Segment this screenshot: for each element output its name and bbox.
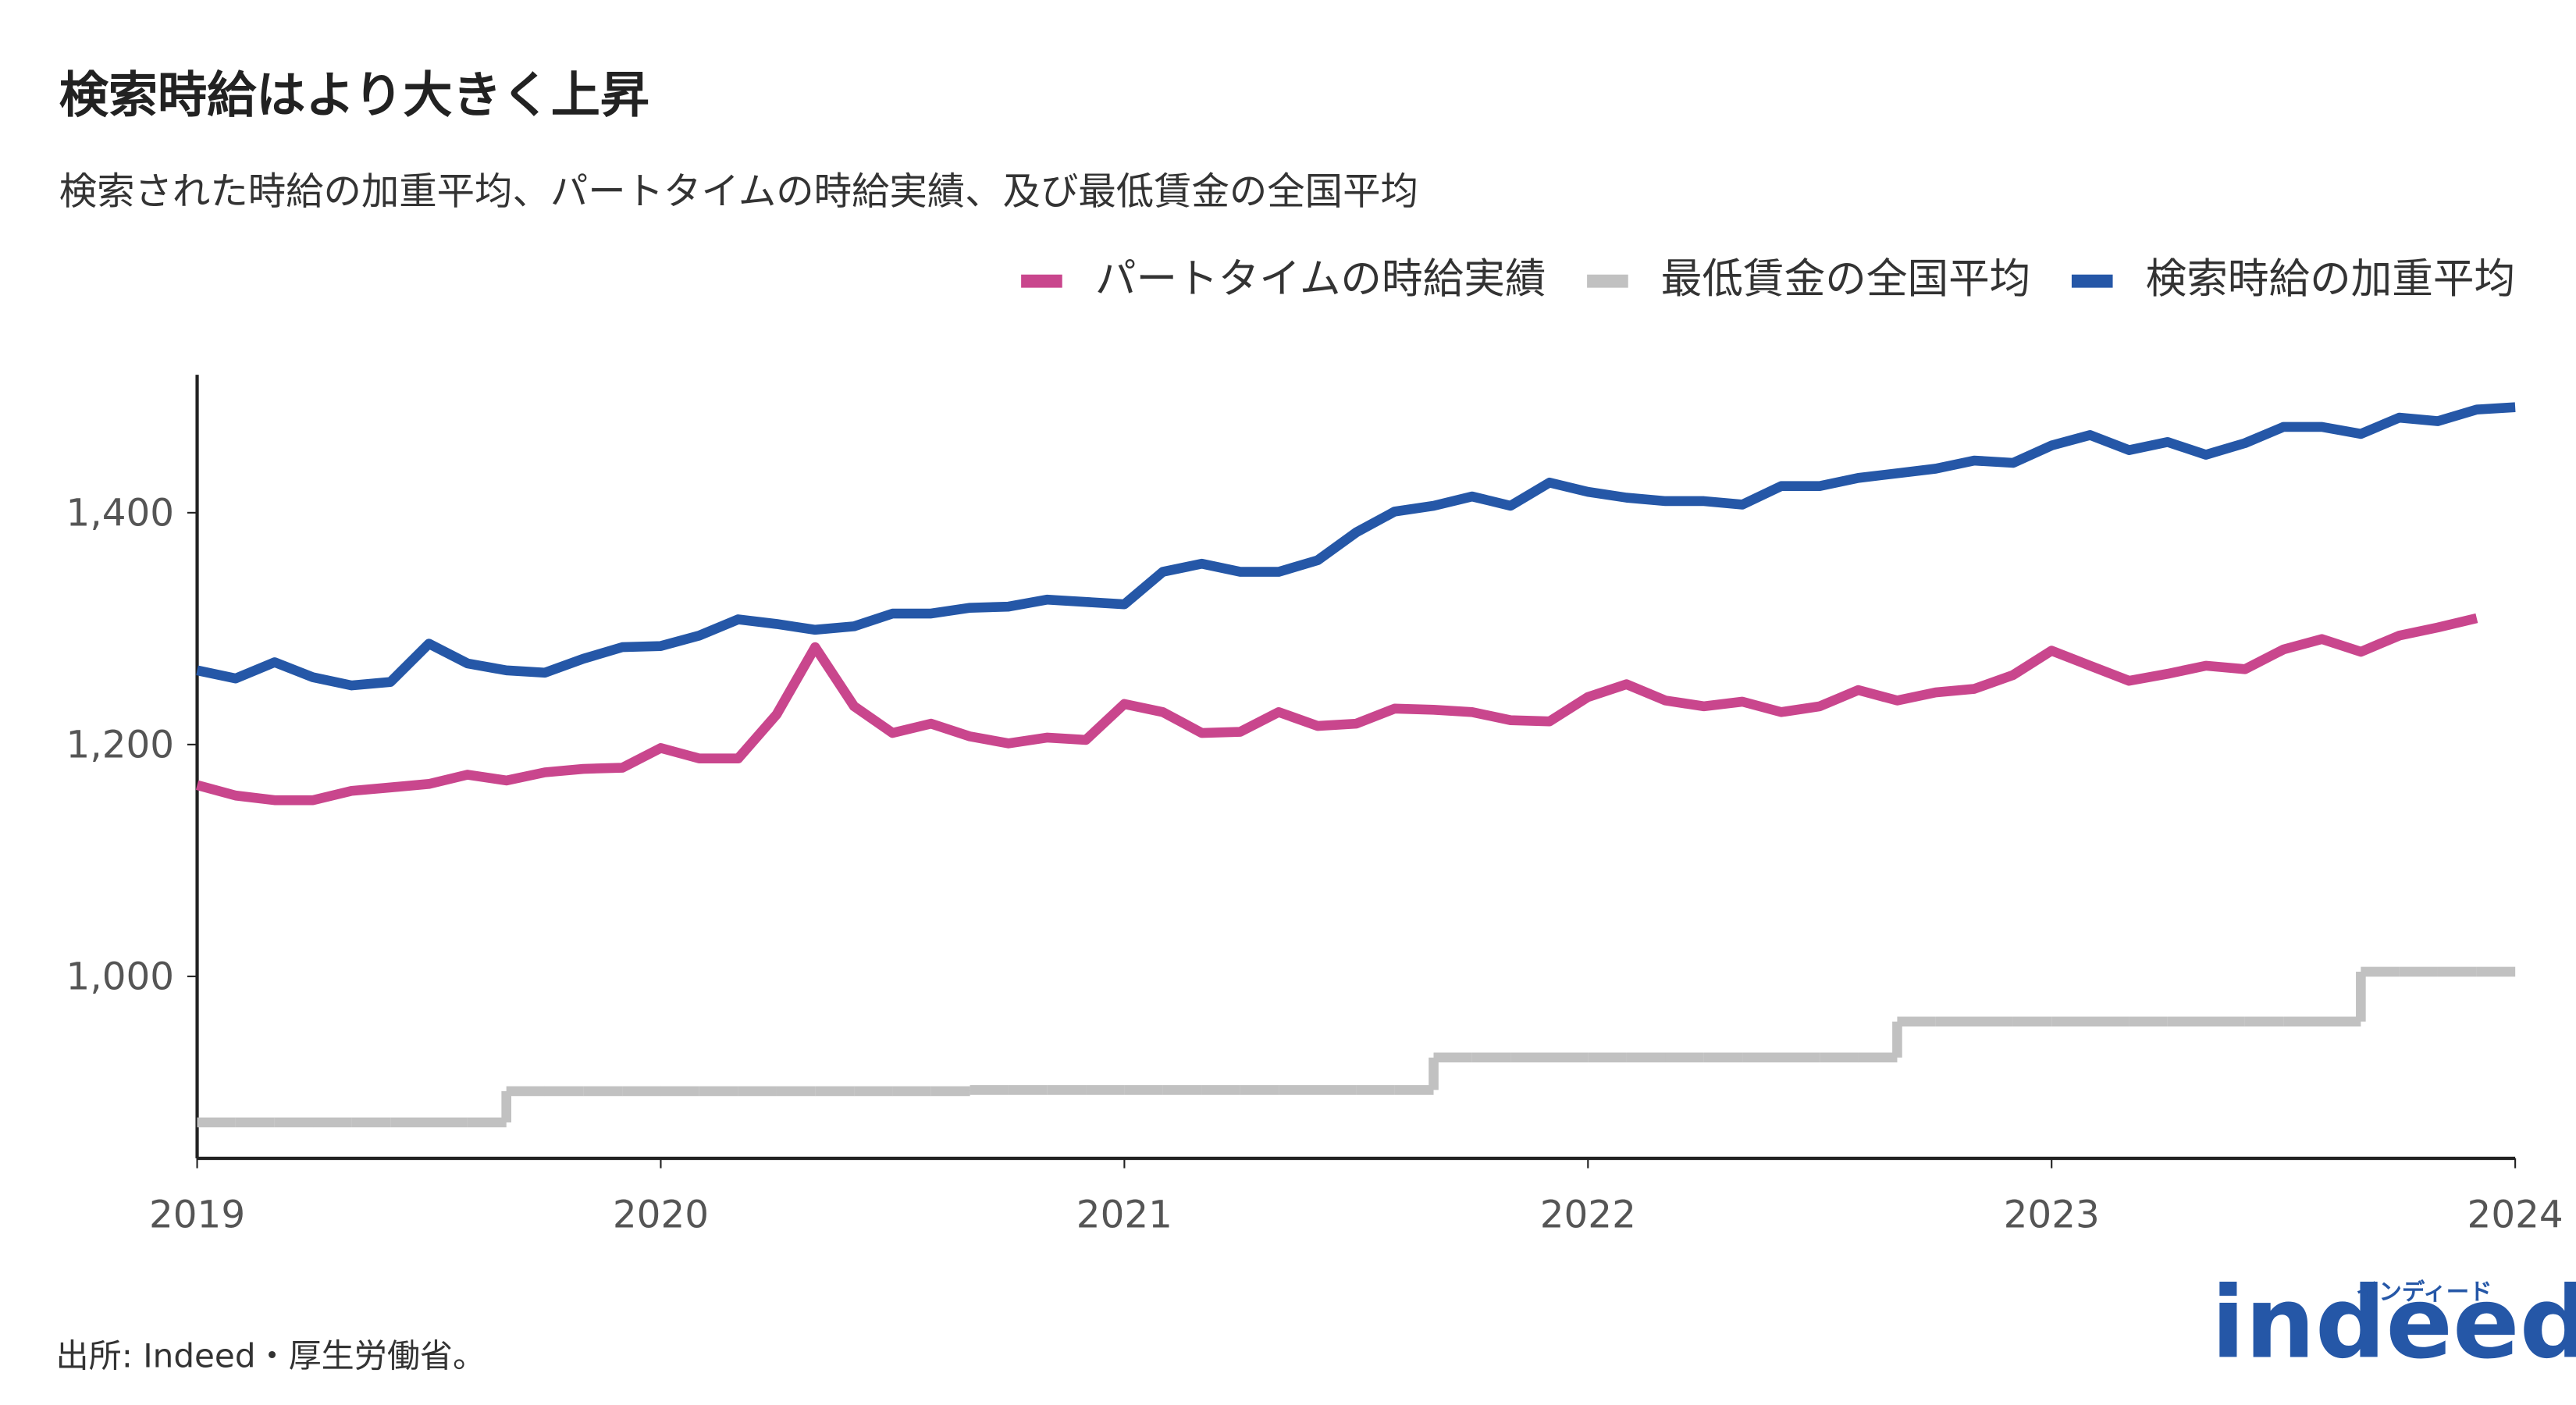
y-tick-label: 1,000 xyxy=(66,955,175,999)
chart-title: 検索時給はより大きく上昇 xyxy=(59,66,649,123)
x-tick-label: 2019 xyxy=(149,1193,245,1236)
chart-subtitle: 検索された時給の加重平均、パートタイムの時給実績、及び最低賃金の全国平均 xyxy=(59,169,1418,213)
x-tick-label: 2021 xyxy=(1076,1193,1172,1236)
x-tick-label: 2020 xyxy=(613,1193,709,1236)
legend-label: 最低賃金の全国平均 xyxy=(1661,255,2031,303)
x-tick-label: 2023 xyxy=(2004,1193,2100,1236)
x-tick-label: 2022 xyxy=(1540,1193,1636,1236)
logo: indeed xyxy=(2211,1266,2576,1381)
source: 出所: Indeed・厚生労働省。 xyxy=(56,1336,486,1375)
legend-label: 検索時給の加重平均 xyxy=(2146,255,2516,303)
y-tick-label: 1,200 xyxy=(66,724,175,767)
series-line xyxy=(195,613,2478,806)
x-tick-label: 2024 xyxy=(2467,1193,2564,1236)
legend-label: パートタイムの時給実績 xyxy=(1095,255,1546,303)
series-line xyxy=(196,402,2516,691)
y-tick-label: 1,400 xyxy=(66,492,175,535)
logo-subtext: インディード xyxy=(2356,1279,2492,1305)
